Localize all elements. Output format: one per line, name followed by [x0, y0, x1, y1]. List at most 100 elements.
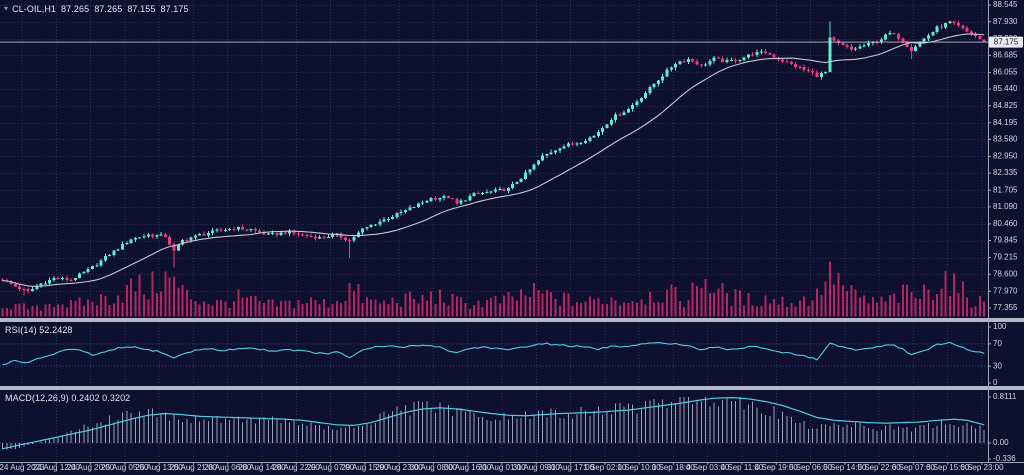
- volume-bar: [644, 304, 647, 317]
- candle-body: [35, 286, 39, 290]
- candle-body: [451, 198, 455, 200]
- ohlc-high-value: 87.265: [94, 4, 123, 14]
- volume-bar: [708, 293, 711, 317]
- candle-body: [91, 265, 95, 269]
- candle-body: [931, 31, 935, 36]
- volume-bar: [798, 300, 801, 317]
- candle-body: [957, 22, 961, 26]
- volume-bar: [31, 305, 34, 317]
- candle-body: [635, 101, 639, 106]
- time-axis-label: 4 Sep 11:00: [721, 463, 764, 472]
- volume-bar: [91, 301, 94, 317]
- volume-bar: [194, 301, 197, 317]
- candle-body: [172, 244, 176, 251]
- candle-body: [395, 213, 399, 218]
- candle-body: [18, 286, 22, 289]
- candle-body: [485, 191, 489, 193]
- volume-bar: [726, 293, 729, 317]
- candle-body: [56, 277, 60, 279]
- candle-body: [871, 42, 875, 44]
- candle-body: [198, 234, 202, 236]
- volume-bar: [190, 299, 193, 317]
- candle-body: [163, 234, 167, 238]
- candle-body: [691, 58, 695, 62]
- volume-bar: [417, 303, 420, 317]
- volume-bar: [756, 306, 759, 317]
- volume-bar: [695, 286, 698, 317]
- volume-bar: [250, 295, 253, 317]
- volume-bar: [383, 300, 386, 317]
- volume-bar: [87, 299, 90, 317]
- candle-body: [193, 235, 197, 238]
- time-axis-label: 25 Aug 05:00: [101, 463, 149, 472]
- candle-body: [558, 148, 562, 151]
- candle-body: [854, 48, 858, 50]
- rsi-axis[interactable]: 100 70 30 0: [988, 322, 1007, 387]
- candle-body: [746, 54, 750, 58]
- candle-body: [262, 232, 266, 235]
- candle-body: [674, 64, 678, 68]
- volume-bar: [5, 308, 8, 317]
- panel-separator-rsi[interactable]: [0, 318, 1024, 322]
- candle-body: [403, 210, 407, 213]
- candle-body: [652, 84, 656, 88]
- volume-bar: [348, 283, 351, 317]
- volume-bar: [181, 284, 184, 317]
- price-axis-label: 81.705: [993, 185, 1018, 194]
- candle-body: [721, 58, 725, 62]
- candle-body: [211, 230, 215, 234]
- current-price-badge: 87.175: [989, 36, 1023, 48]
- volume-bar: [301, 303, 304, 317]
- volume-bar: [14, 304, 17, 317]
- chart-menu-arrow-icon[interactable]: [4, 5, 8, 13]
- volume-bar: [957, 293, 960, 317]
- volume-bar: [52, 307, 55, 317]
- time-axis-label: 5 Sep 06:00: [789, 463, 833, 472]
- volume-bar: [635, 302, 638, 317]
- candle-body: [9, 281, 13, 284]
- price-axis-label: 82.950: [993, 152, 1018, 161]
- volume-bar: [863, 295, 866, 317]
- volume-bar: [434, 304, 437, 317]
- candle-body: [862, 45, 866, 47]
- volume-bar: [507, 291, 510, 317]
- candle-body: [245, 229, 249, 231]
- candles-layer: [1, 20, 986, 296]
- volume-bar: [683, 307, 686, 317]
- macd-axis[interactable]: 0.8111 0.00 -0.336: [988, 392, 1017, 463]
- time-axis-label: 29 Aug 07:00: [307, 463, 355, 472]
- candle-body: [682, 61, 686, 63]
- rsi-axis-label: 70: [993, 339, 1002, 348]
- candle-body: [755, 52, 759, 55]
- price-axis-label: 86.055: [993, 68, 1018, 77]
- candle-body: [151, 234, 155, 237]
- candle-body: [656, 80, 660, 85]
- candle-body: [459, 200, 463, 204]
- candle-body: [841, 43, 845, 46]
- volume-bar: [541, 293, 544, 317]
- volume-bar: [550, 292, 553, 317]
- volume-bar: [923, 284, 926, 317]
- candle-body: [554, 150, 558, 153]
- candle-body: [476, 192, 480, 194]
- volume-bar: [837, 272, 840, 317]
- price-axis-label: 84.825: [993, 101, 1018, 110]
- candle-body: [888, 32, 892, 35]
- volume-bar: [563, 292, 566, 317]
- volume-bar: [533, 282, 536, 317]
- volume-bar: [280, 301, 283, 317]
- time-axis-label: 28 Aug 06:00: [204, 463, 252, 472]
- volume-bar: [430, 291, 433, 317]
- volume-bar: [893, 293, 896, 317]
- current-price-value: 87.175: [994, 38, 1019, 47]
- candle-body: [86, 268, 90, 272]
- candle-body: [866, 42, 870, 46]
- candle-body: [125, 243, 129, 245]
- volume-bar: [747, 292, 750, 317]
- panel-separator-macd[interactable]: [0, 386, 1024, 390]
- volume-bar: [155, 292, 158, 317]
- candle-body: [348, 239, 352, 241]
- candle-body: [541, 155, 545, 161]
